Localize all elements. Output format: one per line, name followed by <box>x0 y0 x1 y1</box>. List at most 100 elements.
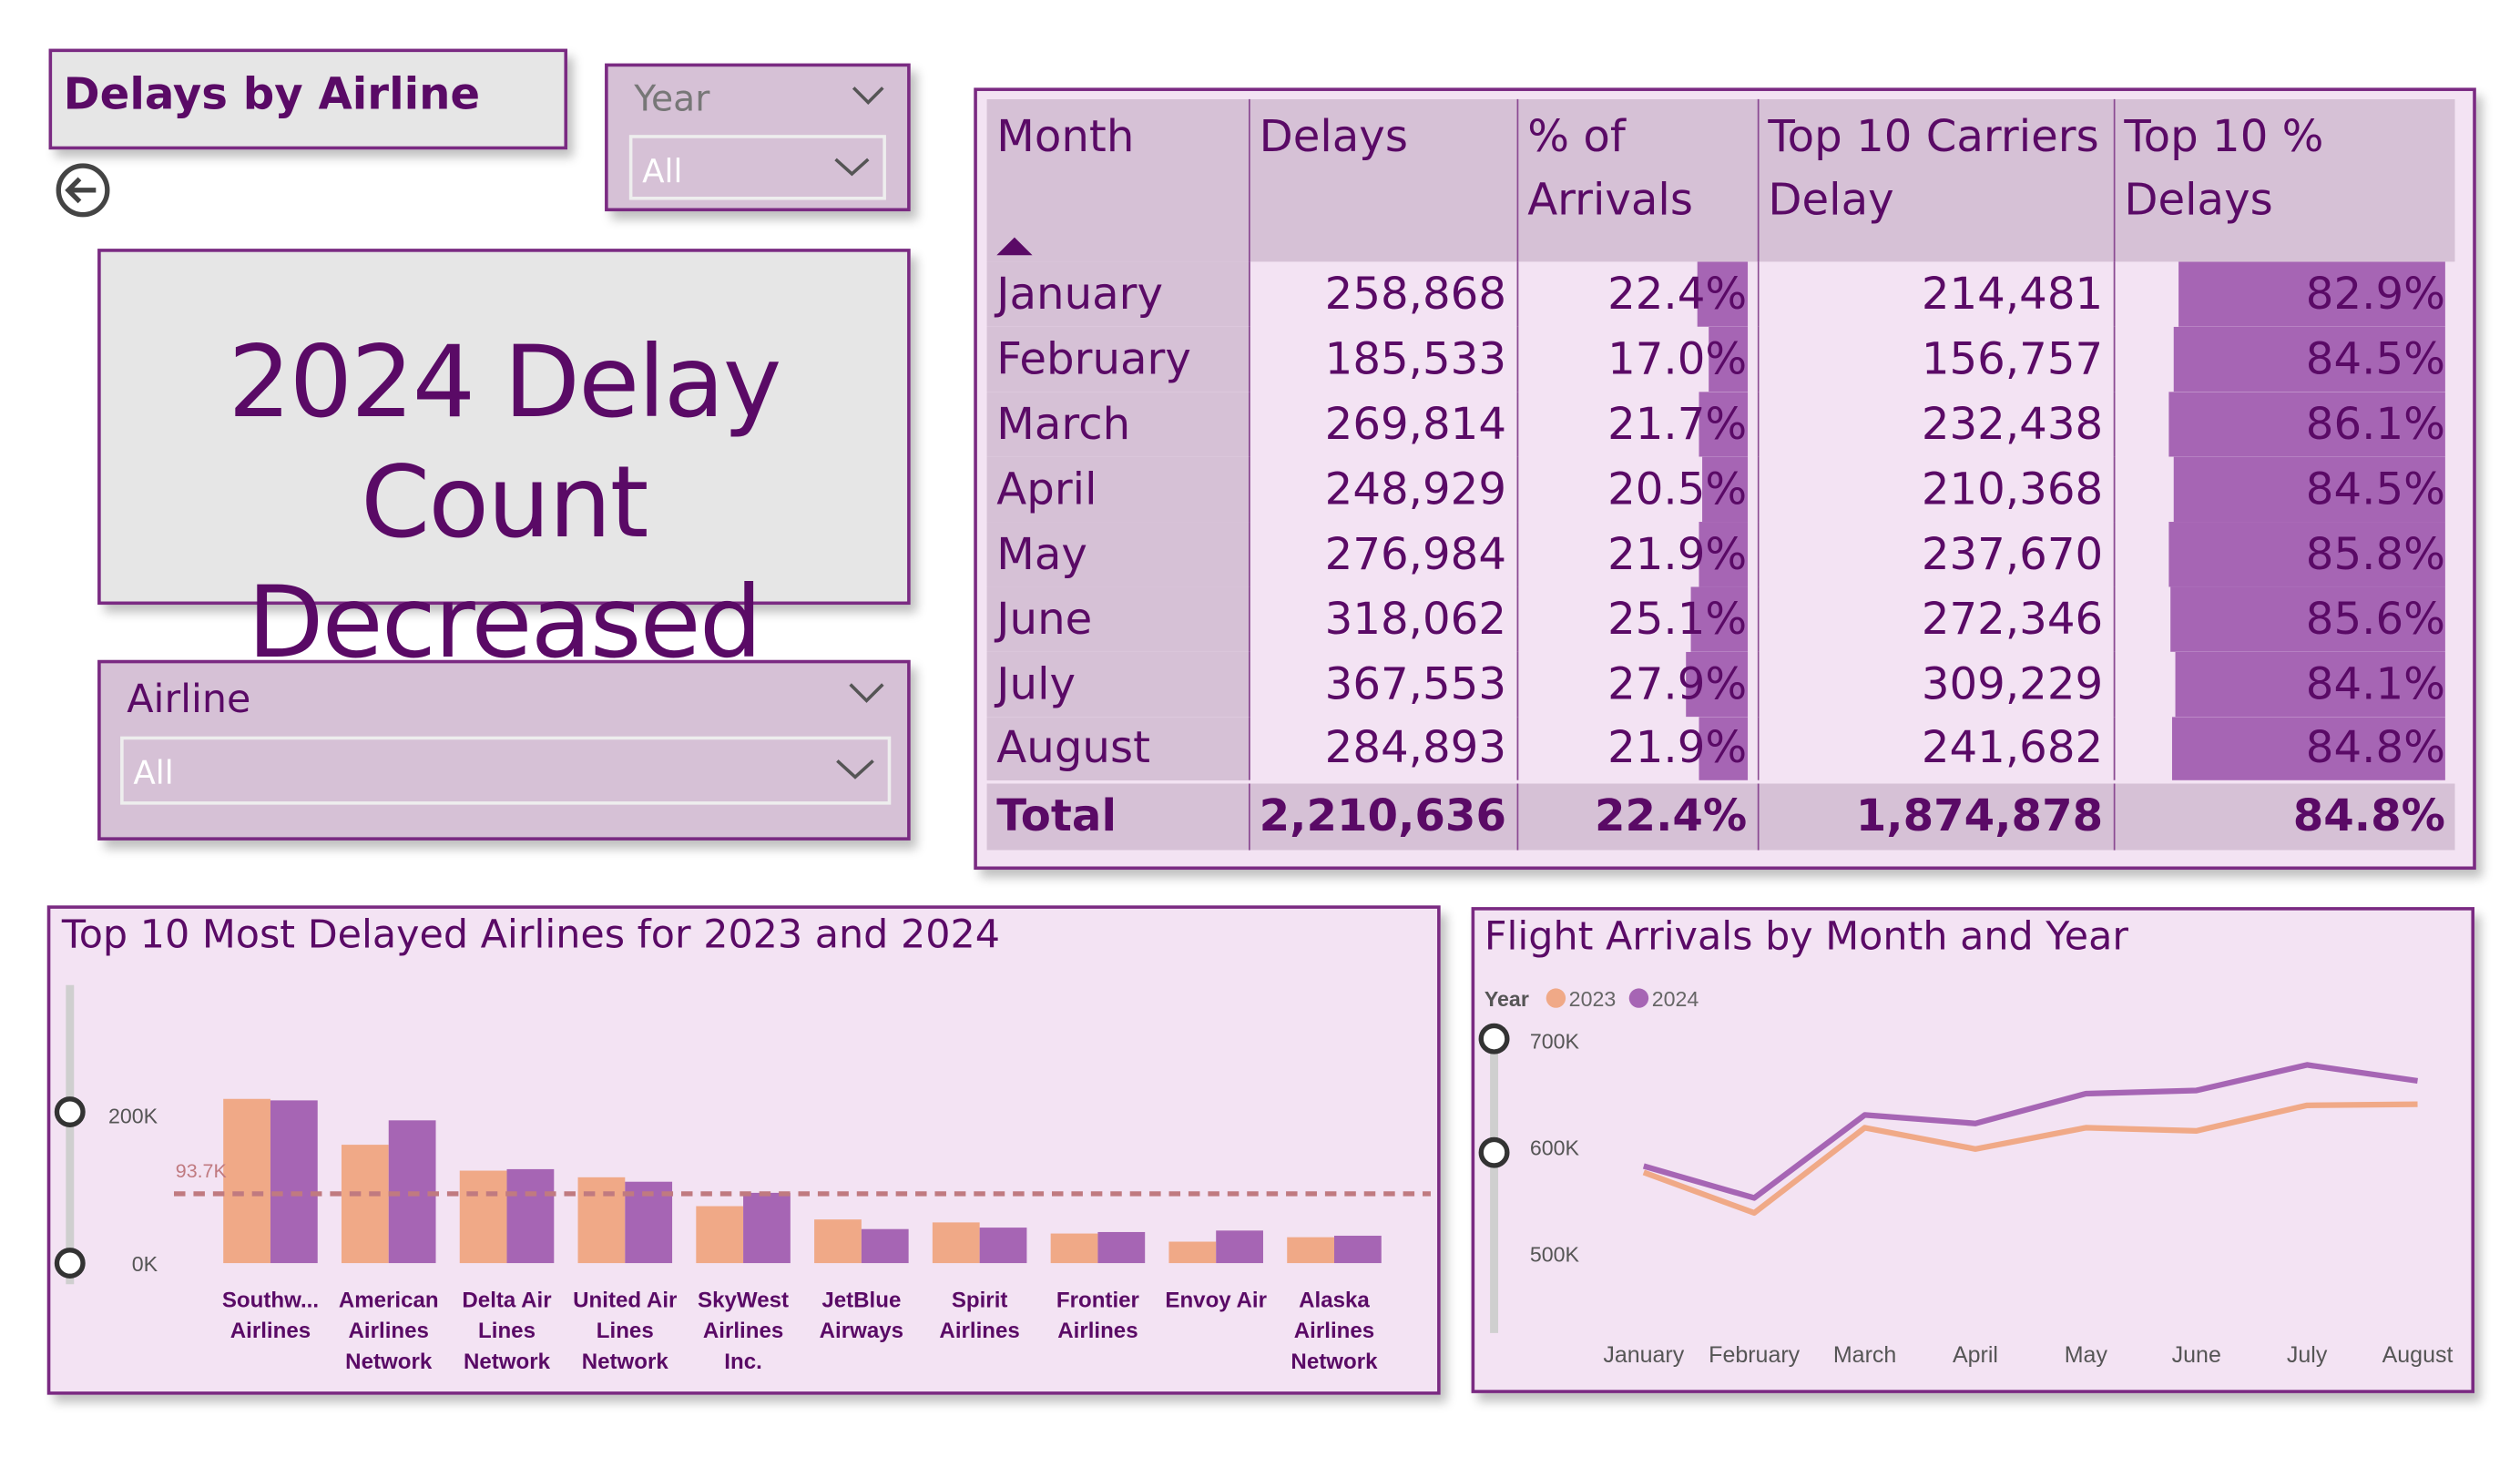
cell-text: 27.9% <box>1607 658 1748 710</box>
cell-text: 276,984 <box>1324 529 1507 580</box>
cell-text: 22.4% <box>1607 269 1748 320</box>
cell-text: 84.5% <box>2305 464 2445 515</box>
cell-text: 21.7% <box>1607 399 1748 450</box>
chevron[interactable] <box>834 158 870 177</box>
x-tick-label: United Air Lines Network <box>573 1287 678 1374</box>
bar <box>979 1228 1027 1264</box>
table-cell: February <box>986 326 1250 392</box>
slider-handle[interactable] <box>1478 1136 1510 1168</box>
chart-title: Flight Arrivals by Month and Year <box>1484 914 2128 960</box>
chevron[interactable] <box>852 87 884 106</box>
table-cell: 284,893 <box>1248 717 1517 782</box>
table-cell: 269,814 <box>1248 392 1517 457</box>
back-arrow[interactable] <box>65 177 97 204</box>
x-tick-label: Envoy Air <box>1165 1287 1268 1312</box>
slider-handle[interactable] <box>1478 1023 1510 1055</box>
header-text: Top 10 % Delays <box>2124 112 2324 227</box>
cell-text: 272,346 <box>1921 594 2104 645</box>
column-header: Top 10 % Delays <box>2112 98 2455 262</box>
cell-text: 309,229 <box>1921 658 2104 710</box>
table-cell: 82.9% <box>2112 261 2455 327</box>
bar <box>1050 1233 1098 1264</box>
table-cell: 214,481 <box>1756 261 2114 327</box>
legend-marker <box>1628 988 1649 1008</box>
x-tick-label: April <box>1953 1342 1998 1368</box>
x-tick-label: June <box>2172 1342 2221 1368</box>
cell-text: Total <box>996 791 1117 842</box>
bar <box>1333 1236 1382 1264</box>
bar <box>932 1222 980 1264</box>
bar <box>814 1219 862 1264</box>
column-header: % of Arrivals <box>1515 98 1758 262</box>
title-box: Delays by Airline <box>48 48 568 150</box>
x-tick-label: Spirit Airlines <box>939 1287 1020 1343</box>
table-row: March 269,814 21.7% 232,438 86.1% <box>986 392 2455 457</box>
table-cell: 84.8% <box>2112 717 2455 782</box>
data-bar <box>1701 456 1748 523</box>
cell-text: 284,893 <box>1324 723 1507 774</box>
table-row: July 367,553 27.9% 309,229 84.1% <box>986 651 2455 718</box>
total-cell: Total <box>987 782 1249 851</box>
line-series <box>1642 1101 2418 1217</box>
table-cell: 84.5% <box>2112 326 2455 392</box>
cell-text: 232,438 <box>1921 399 2104 450</box>
cell-text: April <box>996 464 1097 515</box>
table-row: April 248,929 20.5% 210,368 84.5% <box>986 456 2455 523</box>
slicer-label: Year <box>634 79 710 121</box>
table-cell: 17.0% <box>1515 326 1758 392</box>
data-bar <box>2168 522 2445 587</box>
table-cell: 241,682 <box>1756 717 2114 782</box>
table-cell: June <box>986 586 1250 652</box>
x-tick-label: August <box>2382 1342 2454 1368</box>
x-tick-label: May <box>2065 1342 2108 1368</box>
header-text: % of Arrivals <box>1527 112 1693 227</box>
year-slicer[interactable]: Year All <box>605 63 911 212</box>
slider-handle[interactable] <box>54 1248 86 1279</box>
slicer-dropdown[interactable]: All <box>628 135 886 200</box>
airline-slicer[interactable]: Airline All <box>97 659 911 841</box>
table-cell: August <box>986 717 1250 782</box>
table-cell: 185,533 <box>1248 326 1517 392</box>
chart-title: Top 10 Most Delayed Airlines for 2023 an… <box>61 912 1000 958</box>
legend-marker <box>1546 988 1566 1008</box>
table-cell: 84.5% <box>2112 456 2455 523</box>
back-button[interactable] <box>54 163 112 221</box>
bar <box>223 1098 270 1264</box>
cell-text: May <box>996 529 1087 580</box>
cell-text: January <box>996 269 1164 320</box>
cell-text: 367,553 <box>1324 658 1507 710</box>
slider-handle[interactable] <box>54 1096 86 1128</box>
table-cell: 27.9% <box>1515 651 1758 718</box>
table-cell: 84.1% <box>2112 651 2455 718</box>
x-tick-label: Southw... Airlines <box>221 1287 320 1343</box>
slicer-dropdown[interactable]: All <box>120 736 892 805</box>
bar <box>577 1177 626 1264</box>
cell-text: 25.1% <box>1607 594 1748 645</box>
column-header: Delays <box>1248 98 1517 262</box>
table-cell: 258,868 <box>1248 261 1517 327</box>
table-cell: April <box>986 456 1250 523</box>
bar <box>1216 1230 1263 1264</box>
cell-text: 241,682 <box>1921 723 2104 774</box>
bar <box>696 1206 744 1264</box>
total-cell: 2,210,636 <box>1248 781 1517 851</box>
table-cell: 21.9% <box>1515 522 1758 587</box>
data-bar <box>2172 717 2445 780</box>
data-bar <box>2178 261 2445 327</box>
x-tick-label: Delta Air Lines Network <box>462 1287 552 1374</box>
cell-text: 82.9% <box>2305 269 2445 320</box>
chevron[interactable] <box>849 683 884 704</box>
cell-text: 20.5% <box>1607 464 1748 515</box>
table-cell: 276,984 <box>1248 522 1517 587</box>
bar <box>1287 1237 1334 1264</box>
table-cell: January <box>986 261 1250 327</box>
cell-text: August <box>996 723 1151 774</box>
table-cell: 272,346 <box>1756 586 2114 652</box>
table-cell: 367,553 <box>1248 651 1517 718</box>
y-tick-label: 200K <box>108 1105 158 1128</box>
cell-text: 85.8% <box>2305 529 2445 580</box>
cell-text: 84.8% <box>2305 723 2445 774</box>
chevron[interactable] <box>836 759 875 780</box>
